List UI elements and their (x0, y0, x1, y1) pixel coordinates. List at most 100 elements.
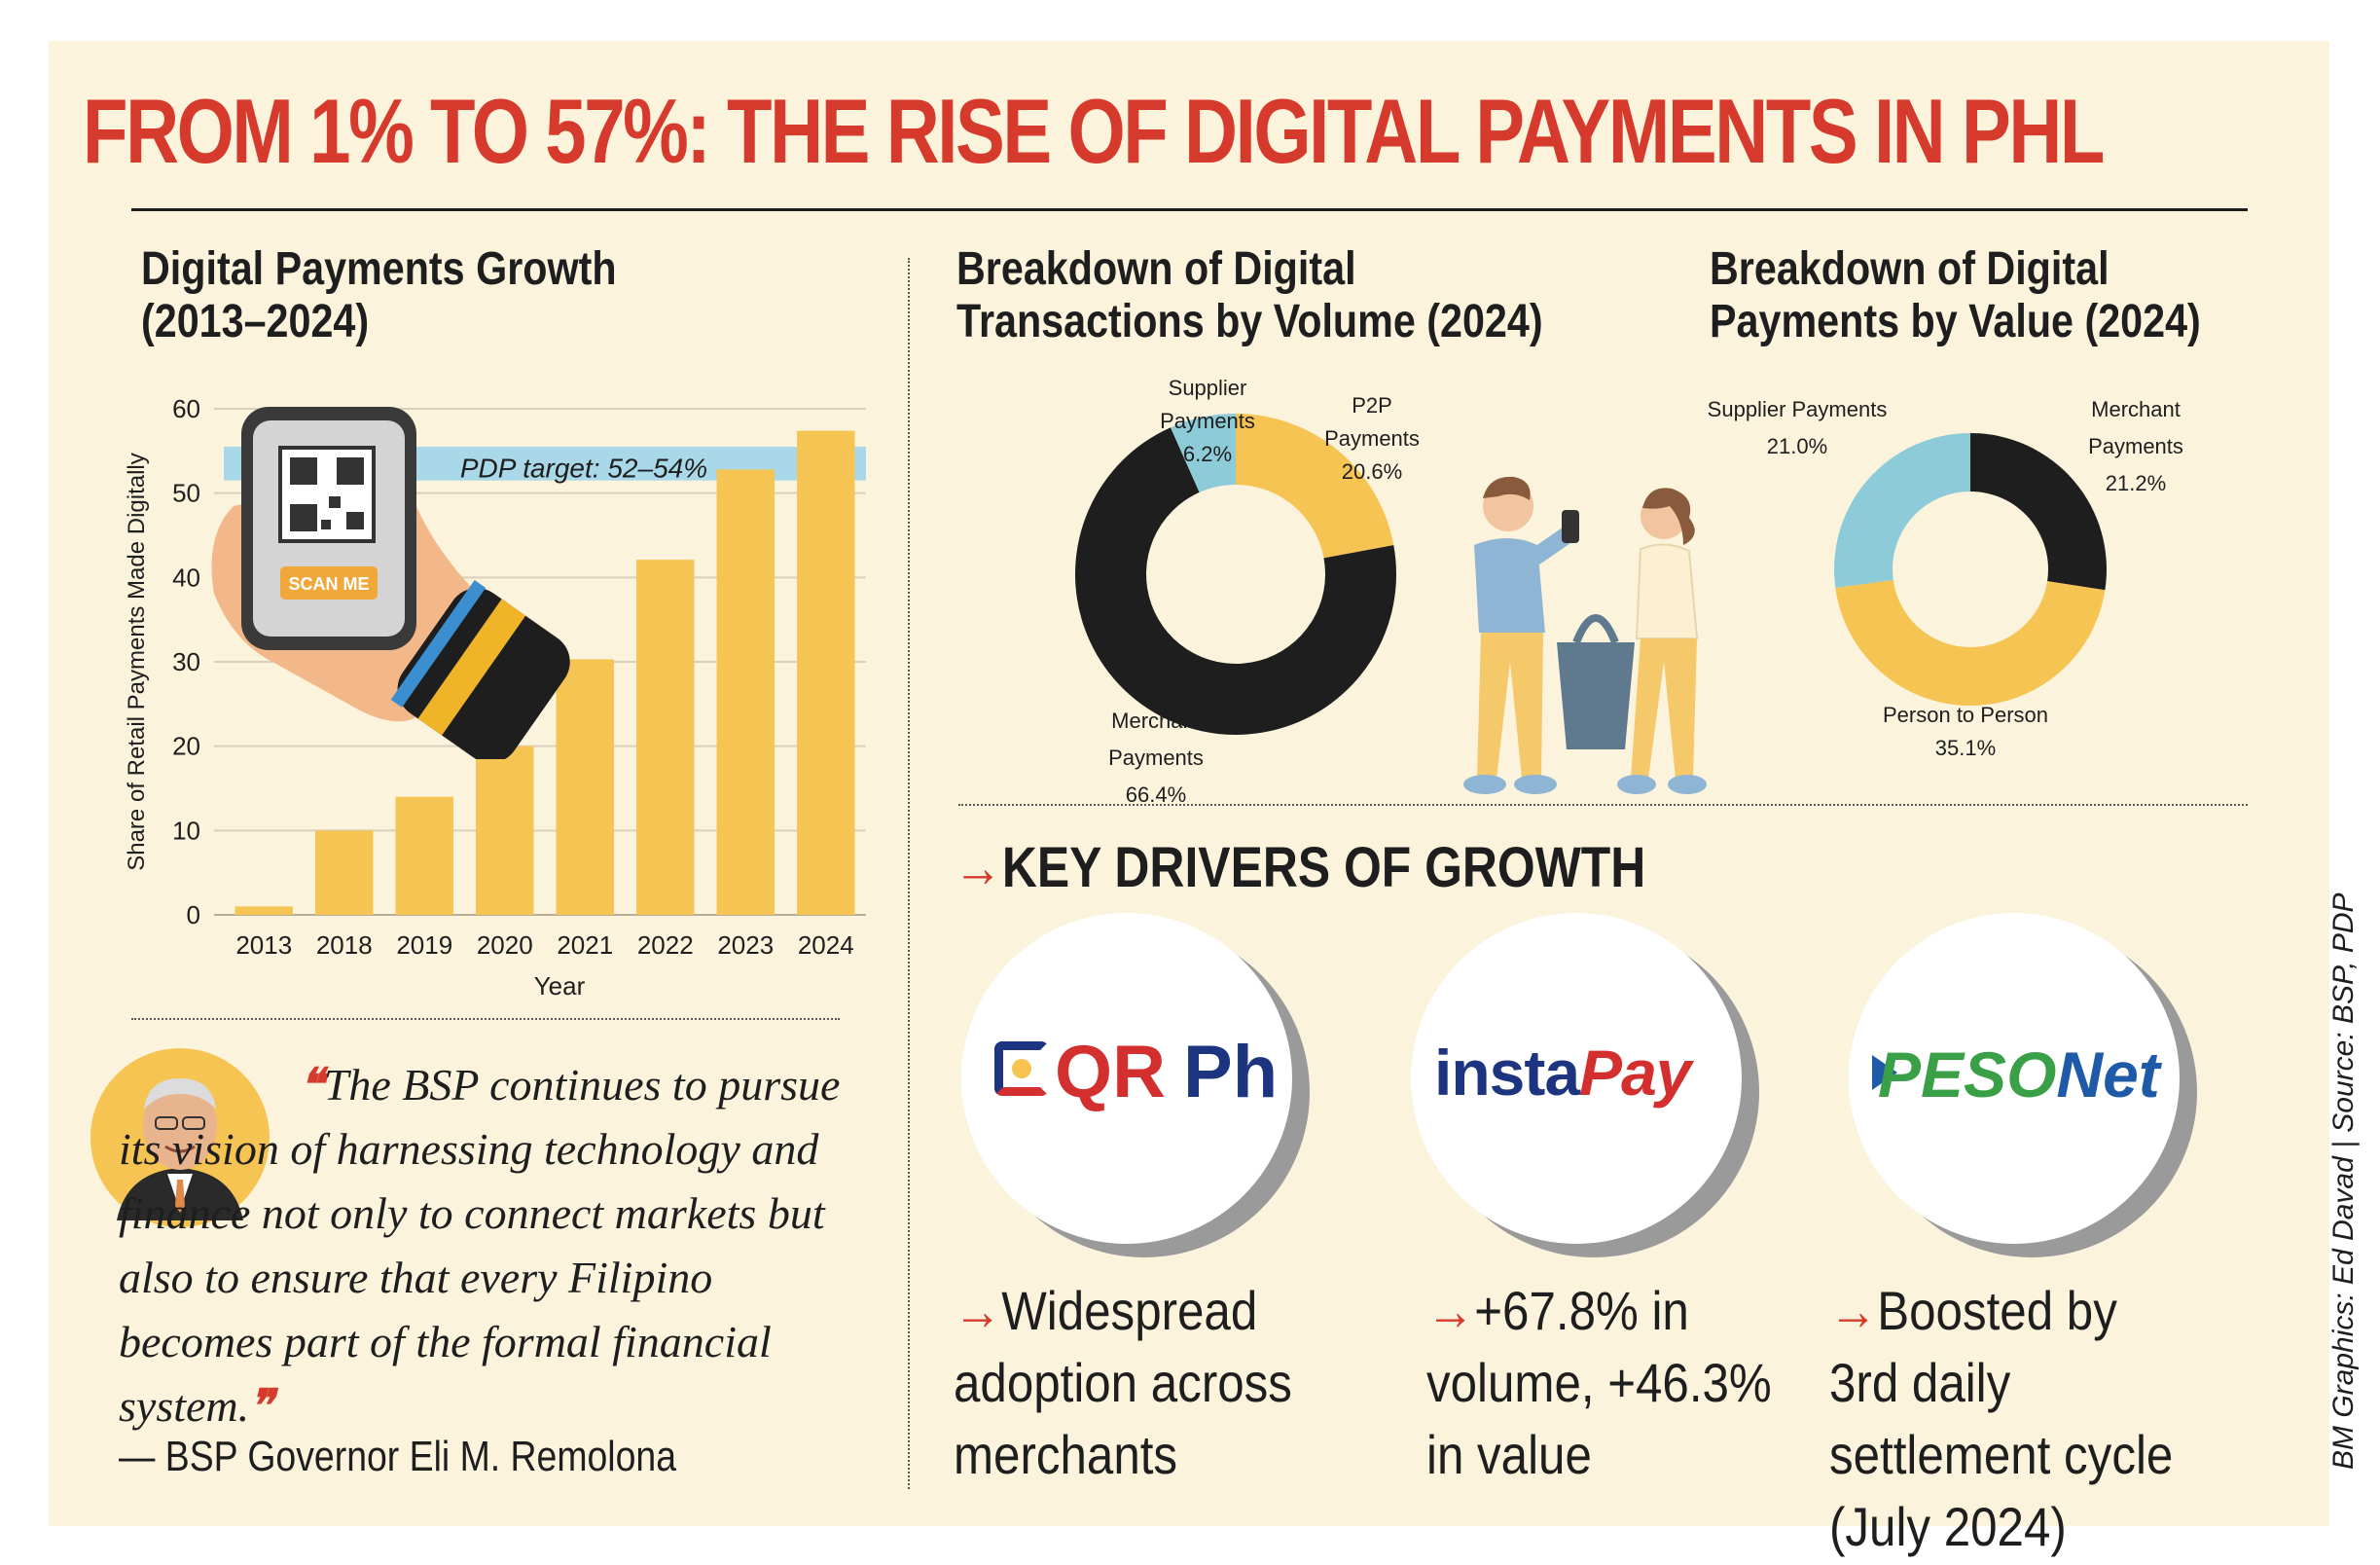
pesonet-arrow-icon (1872, 1055, 1897, 1090)
man-shirt (1474, 538, 1545, 633)
volume-title-line1: Breakdown of Digital (956, 243, 1356, 295)
x-tick-label: 2013 (235, 930, 292, 960)
volume-p2p-value: 20.6% (1341, 459, 1403, 484)
value-p2p-value: 35.1% (1934, 736, 1997, 760)
close-quote-mark: ❞ (249, 1381, 273, 1431)
bar (716, 469, 775, 915)
driver-arrow-icon: → (954, 1280, 1002, 1341)
volume-p2p-label: P2P Payments (1324, 393, 1420, 451)
x-tick-label: 2020 (477, 930, 533, 960)
pdp-target-label: PDP target: 52–54% (460, 454, 707, 484)
value-label-p2p: Person to Person 35.1% (1878, 699, 2053, 765)
bar-chart-bars (234, 430, 855, 915)
driver-arrow-icon: → (1829, 1280, 1878, 1341)
governor-quote: ❝The BSP continues to pursue its vision … (119, 1053, 878, 1438)
pesonet-logo-circle: PESONet (1849, 913, 2180, 1244)
volume-label-p2p: P2P Payments 20.6% (1304, 389, 1440, 489)
volume-merchant-value: 66.4% (1125, 782, 1187, 807)
qrph-logo-ph: Ph (1183, 1031, 1279, 1113)
driver-text-instapay: →+67.8% in volume, +46.3% in value (1426, 1275, 1786, 1491)
y-tick-label: 50 (172, 479, 200, 508)
bar-chart-x-ticks: 2013 2018 2019 2020 2021 2022 2023 2024 (235, 930, 853, 960)
x-tick-label: 2018 (316, 930, 373, 960)
value-label-supplier: Supplier Payments 21.0% (1705, 391, 1890, 465)
value-p2p-label: Person to Person (1883, 703, 2048, 727)
donut-slice (1834, 433, 1970, 589)
donut-slice (1171, 414, 1236, 492)
value-label-merchant: Merchant Payments 21.2% (2043, 391, 2228, 502)
drivers-arrow-icon: → (954, 836, 1002, 899)
x-tick-label: 2023 (717, 930, 774, 960)
drivers-heading: →KEY DRIVERS OF GROWTH (954, 835, 1645, 900)
bar-chart-y-ticks: 0 10 20 30 40 50 60 (172, 394, 200, 929)
bar-chart-x-label: Year (534, 971, 586, 1001)
volume-merchant-label: Merchant Payments (1108, 709, 1204, 770)
growth-bar-chart: PDP target: 52–54% 2013 2018 2019 2020 2021 2… (124, 394, 866, 1001)
driver-text-pesonet: →Boosted by 3rd daily settlement cycle (… (1829, 1275, 2189, 1563)
x-tick-label: 2021 (557, 930, 613, 960)
x-tick-label: 2024 (798, 930, 854, 960)
y-tick-label: 0 (187, 900, 200, 929)
donut-slice (1236, 414, 1394, 559)
pesonet-logo-text: PESONet (1878, 1037, 2160, 1111)
quote-attribution: — BSP Governor Eli M. Remolona (119, 1433, 677, 1480)
value-supplier-label: Supplier Payments (1707, 397, 1888, 421)
instapay-logo-insta: insta (1434, 1037, 1580, 1109)
column-divider (908, 258, 910, 1489)
bar (797, 430, 855, 915)
drivers-title: KEY DRIVERS OF GROWTH (1001, 836, 1646, 899)
volume-donut-slices (1075, 414, 1396, 735)
y-tick-label: 10 (172, 816, 200, 845)
bar (476, 746, 534, 915)
y-tick-label: 30 (172, 647, 200, 676)
source-credit: BM Graphics: Ed Davad | Source: BSP, PDP (2327, 892, 2360, 1471)
bar (315, 830, 374, 915)
donut-slice (1075, 427, 1396, 735)
headline: FROM 1% TO 57%: THE RISE OF DIGITAL PAYM… (83, 80, 2105, 182)
qrph-logo-text: QR Ph (1055, 1030, 1278, 1114)
growth-title: Digital Payments Growth (2013–2024) (141, 243, 617, 348)
instapay-logo-pay: Pay (1579, 1037, 1691, 1109)
growth-title-line1: Digital Payments Growth (141, 243, 617, 295)
headline-rule (131, 208, 2248, 211)
volume-title: Breakdown of Digital Transactions by Vol… (956, 243, 1543, 348)
volume-supplier-label: Supplier Payments (1160, 376, 1255, 433)
volume-supplier-value: 6.2% (1182, 442, 1233, 466)
governor-avatar (90, 1048, 270, 1227)
donut-slice (1970, 433, 2107, 591)
driver-arrow-icon: → (1426, 1280, 1475, 1341)
instapay-logo-text: instaPay (1434, 1036, 1691, 1110)
phone-icon (1562, 510, 1579, 543)
qrph-mark-icon (994, 1041, 1049, 1096)
value-donut-chart (1834, 433, 2107, 707)
driver-text-qrph: →Widespread adoption across merchants (954, 1275, 1314, 1491)
donut-slice (1835, 579, 2106, 707)
infographic-panel (49, 41, 2329, 1526)
open-quote-mark: ❝ (300, 1060, 324, 1110)
driver-text: Widespread adoption across merchants (954, 1280, 1292, 1485)
volume-label-supplier: Supplier Payments 6.2% (1127, 372, 1288, 471)
qrph-logo-qr: QR (1055, 1031, 1166, 1113)
qrph-logo-circle: QR Ph (961, 913, 1292, 1244)
scan-me-label: SCAN ME (288, 574, 369, 594)
volume-title-line2: Transactions by Volume (2024) (956, 296, 1543, 347)
y-tick-label: 40 (172, 563, 200, 592)
x-tick-label: 2022 (637, 930, 694, 960)
scan-me-button (280, 566, 378, 600)
value-title-line1: Breakdown of Digital (1710, 243, 2110, 295)
left-divider (131, 1018, 840, 1020)
driver-text: +67.8% in volume, +46.3% in value (1426, 1280, 1772, 1485)
bar (636, 560, 695, 915)
y-tick-label: 20 (172, 732, 200, 761)
x-tick-label: 2019 (396, 930, 452, 960)
value-merchant-label: Merchant Payments (2088, 397, 2183, 458)
instapay-logo-circle: instaPay (1411, 913, 1742, 1244)
y-tick-label: 60 (172, 394, 200, 423)
pesonet-logo-net: Net (2056, 1038, 2160, 1110)
shopping-bag-icon (1557, 642, 1635, 749)
pesonet-logo-peso: PESO (1878, 1038, 2057, 1110)
bar (395, 796, 453, 915)
phone-hand-illustration: SCAN ME (211, 407, 570, 759)
woman-shirt (1635, 543, 1699, 639)
value-donut-slices (1834, 433, 2107, 707)
